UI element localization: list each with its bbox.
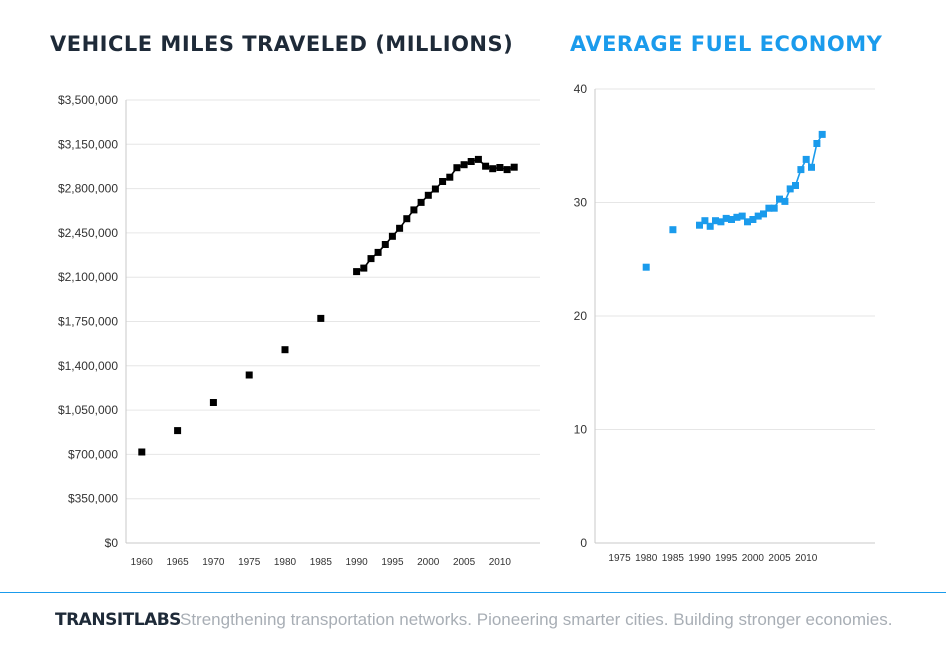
mpg-y-tick-label: 10 bbox=[574, 423, 588, 437]
vmt-data-point bbox=[410, 206, 418, 214]
vmt-data-point bbox=[360, 264, 368, 272]
fuel-economy-chart: 0 10 20 30 40 1975 1980 1985 1990 1995 2000 2005 201… bbox=[574, 82, 875, 564]
mpg-data-point bbox=[808, 163, 815, 171]
vmt-x-tick-label: 1975 bbox=[238, 557, 261, 568]
vmt-data-point bbox=[174, 427, 182, 435]
mpg-x-tick-label: 1985 bbox=[662, 553, 685, 564]
mpg-data-point bbox=[802, 155, 810, 163]
vmt-y-tick-label: $700,000 bbox=[68, 447, 118, 461]
mpg-data-point bbox=[765, 204, 773, 212]
vmt-data-point bbox=[460, 161, 468, 169]
vmt-data-point bbox=[482, 162, 490, 170]
vmt-data-point bbox=[510, 163, 518, 171]
mpg-y-tick-label: 40 bbox=[574, 82, 588, 96]
vmt-data-point bbox=[209, 399, 217, 406]
vmt-x-tick-label: 1995 bbox=[381, 557, 404, 568]
vmt-y-tick-label: $1,050,000 bbox=[58, 403, 118, 417]
vmt-y-tick-label: $2,100,000 bbox=[58, 270, 118, 284]
vmt-data-point bbox=[245, 371, 253, 379]
vmt-data-point bbox=[453, 164, 461, 172]
vmt-data-point bbox=[374, 248, 382, 256]
mpg-data-point bbox=[770, 204, 778, 212]
mpg-data-point bbox=[786, 185, 794, 193]
mpg-x-tick-label: 2000 bbox=[742, 553, 765, 564]
mpg-data-point bbox=[781, 197, 789, 205]
vmt-x-tick-label: 2000 bbox=[417, 557, 440, 568]
mpg-y-tick-label: 0 bbox=[580, 536, 587, 550]
vmt-data-point bbox=[417, 198, 425, 206]
vmt-y-tick-label: $0 bbox=[105, 536, 119, 550]
vmt-data-point bbox=[467, 158, 475, 165]
vmt-x-tick-label: 2005 bbox=[453, 557, 476, 568]
vmt-data-point bbox=[281, 346, 289, 354]
vmt-data-point bbox=[489, 165, 497, 173]
vmt-x-tick-label: 1980 bbox=[274, 557, 297, 568]
vmt-data-point bbox=[439, 178, 447, 185]
vmt-data-point bbox=[381, 241, 389, 248]
mpg-x-tick-label: 1980 bbox=[635, 553, 658, 564]
mpg-data-point bbox=[749, 216, 757, 223]
brand-logo: TRANSITLABS bbox=[55, 610, 181, 630]
vmt-y-tick-label: $1,750,000 bbox=[58, 315, 118, 329]
vmt-data-point bbox=[367, 255, 375, 263]
mpg-data-point bbox=[776, 195, 783, 203]
mpg-data-point bbox=[642, 263, 650, 271]
vmt-data-point bbox=[474, 155, 482, 163]
vmt-y-tick-label: $2,450,000 bbox=[58, 226, 118, 240]
vmt-data-point bbox=[424, 191, 432, 199]
footer-divider bbox=[0, 592, 946, 593]
mpg-data-point bbox=[792, 182, 799, 189]
mpg-data-point bbox=[728, 216, 735, 223]
vmt-y-tick-label: $350,000 bbox=[68, 492, 118, 506]
chart-title-left: VEHICLE MILES TRAVELED (MILLIONS) bbox=[50, 32, 514, 56]
mpg-data-point bbox=[754, 212, 762, 220]
vmt-y-tick-label: $1,400,000 bbox=[58, 359, 118, 373]
vmt-x-tick-label: 1960 bbox=[131, 557, 154, 568]
mpg-data-point bbox=[701, 217, 709, 225]
mpg-x-tick-label: 1990 bbox=[688, 553, 711, 564]
mpg-data-point bbox=[738, 212, 746, 220]
vmt-x-tick-label: 1985 bbox=[310, 557, 333, 568]
mpg-x-tick-label: 1995 bbox=[715, 553, 738, 564]
mpg-data-point bbox=[712, 217, 719, 225]
mpg-data-point bbox=[818, 130, 826, 138]
vmt-data-point bbox=[353, 268, 361, 276]
mpg-data-point bbox=[813, 140, 821, 147]
mpg-y-tick-label: 20 bbox=[574, 309, 588, 323]
vmt-x-tick-label: 1990 bbox=[346, 557, 369, 568]
vmt-data-point bbox=[388, 232, 396, 240]
mpg-data-point bbox=[733, 213, 741, 221]
mpg-data-point bbox=[669, 226, 677, 234]
vmt-data-point bbox=[138, 448, 146, 456]
mpg-data-point bbox=[760, 210, 767, 218]
vmt-y-tick-label: $3,500,000 bbox=[58, 93, 118, 107]
mpg-data-point bbox=[722, 214, 730, 222]
mpg-x-tick-label: 1975 bbox=[608, 553, 631, 564]
vmt-data-point bbox=[317, 314, 325, 322]
vmt-data-point bbox=[396, 224, 404, 232]
footer-tagline: Strengthening transportation networks. P… bbox=[180, 610, 893, 629]
vmt-x-tick-label: 2010 bbox=[489, 557, 512, 568]
vmt-y-tick-label: $2,800,000 bbox=[58, 182, 118, 196]
mpg-data-point bbox=[744, 218, 751, 226]
vmt-chart: $0 $350,000 $700,000 $1,050,000 $1,400,000 $1… bbox=[58, 93, 540, 568]
vmt-data-point bbox=[431, 185, 439, 193]
vmt-data-point bbox=[446, 173, 454, 181]
mpg-x-tick-label: 2005 bbox=[768, 553, 791, 564]
mpg-data-point bbox=[696, 221, 703, 229]
mpg-data-point bbox=[797, 166, 805, 174]
vmt-data-point bbox=[496, 164, 504, 171]
vmt-data-point bbox=[403, 215, 411, 223]
mpg-y-tick-label: 30 bbox=[574, 196, 588, 210]
chart-title-right: AVERAGE FUEL ECONOMY bbox=[570, 32, 883, 56]
mpg-data-point bbox=[717, 218, 725, 226]
vmt-x-tick-label: 1965 bbox=[166, 557, 189, 568]
vmt-y-tick-label: $3,150,000 bbox=[58, 137, 118, 151]
vmt-data-point bbox=[503, 166, 511, 174]
mpg-x-tick-label: 2010 bbox=[795, 553, 818, 564]
mpg-data-point bbox=[706, 222, 714, 230]
vmt-x-tick-label: 1970 bbox=[202, 557, 225, 568]
